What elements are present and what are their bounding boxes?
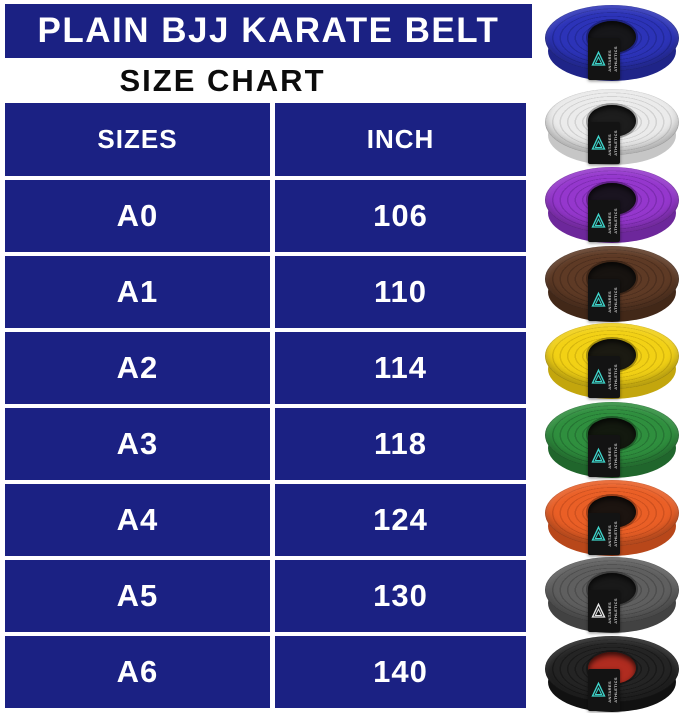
brand-label-strap: ANTARES ATHLETICS bbox=[588, 200, 620, 242]
brand-label-text: ANTARES ATHLETICS bbox=[607, 364, 618, 390]
brand-label-strap: ANTARES ATHLETICS bbox=[588, 122, 620, 164]
inch-cell-a1: 110 bbox=[275, 256, 526, 328]
brand-name-line2: ATHLETICS bbox=[612, 208, 618, 234]
brand-name-line1: ANTARES bbox=[606, 602, 612, 624]
brand-triangle-logo bbox=[590, 50, 606, 66]
size-cell-a1: A1 bbox=[5, 256, 270, 328]
belt-stack: ANTARES ATHLETICS ANTARES ATHLETICS ANTARE… bbox=[545, 0, 679, 713]
brand-name-line2: ATHLETICS bbox=[612, 287, 618, 313]
brand-triangle-logo bbox=[590, 212, 606, 228]
brand-name-line2: ATHLETICS bbox=[612, 677, 618, 703]
brand-triangle-logo bbox=[590, 368, 606, 384]
page-title: PLAIN BJJ KARATE BELT bbox=[37, 11, 500, 50]
brand-name-line2: ATHLETICS bbox=[612, 598, 618, 624]
brand-name-line1: ANTARES bbox=[606, 134, 612, 156]
inch-cell-a5: 130 bbox=[275, 560, 526, 632]
size-chart-table: SIZES INCH A0 106 A1 110 A2 114 A3 118 A… bbox=[5, 103, 526, 708]
brand-label-text: ANTARES ATHLETICS bbox=[607, 130, 618, 156]
brand-label-text: ANTARES ATHLETICS bbox=[607, 521, 618, 547]
inch-cell-a3: 118 bbox=[275, 408, 526, 480]
size-cell-a4: A4 bbox=[5, 484, 270, 556]
blue-belt-roll: ANTARES ATHLETICS bbox=[545, 5, 679, 81]
yellow-belt-roll: ANTARES ATHLETICS bbox=[545, 323, 679, 399]
brand-label-text: ANTARES ATHLETICS bbox=[607, 677, 618, 703]
brand-name-line2: ATHLETICS bbox=[612, 364, 618, 390]
size-cell-a3: A3 bbox=[5, 408, 270, 480]
brand-name-line1: ANTARES bbox=[606, 681, 612, 703]
purple-belt-roll: ANTARES ATHLETICS bbox=[545, 167, 679, 243]
white-belt-roll: ANTARES ATHLETICS bbox=[545, 89, 679, 165]
brand-label-strap: ANTARES ATHLETICS bbox=[588, 38, 620, 80]
brand-triangle-logo bbox=[590, 602, 606, 618]
brand-label-strap: ANTARES ATHLETICS bbox=[588, 435, 620, 477]
brown-belt-roll: ANTARES ATHLETICS bbox=[545, 246, 679, 322]
brand-label-strap: ANTARES ATHLETICS bbox=[588, 590, 620, 632]
size-cell-a6: A6 bbox=[5, 636, 270, 708]
column-header-inch: INCH bbox=[275, 103, 526, 176]
brand-label-strap: ANTARES ATHLETICS bbox=[588, 669, 620, 711]
gray-belt-roll: ANTARES ATHLETICS bbox=[545, 557, 679, 633]
brand-triangle-logo bbox=[590, 681, 606, 697]
column-header-sizes: SIZES bbox=[5, 103, 270, 176]
brand-name-line1: ANTARES bbox=[606, 291, 612, 313]
brand-name-line2: ATHLETICS bbox=[612, 130, 618, 156]
brand-name-line2: ATHLETICS bbox=[612, 46, 618, 72]
brand-label-text: ANTARES ATHLETICS bbox=[607, 443, 618, 469]
brand-triangle-logo bbox=[590, 525, 606, 541]
brand-label-strap: ANTARES ATHLETICS bbox=[588, 513, 620, 555]
inch-cell-a6: 140 bbox=[275, 636, 526, 708]
brand-name-line1: ANTARES bbox=[606, 212, 612, 234]
brand-label-strap: ANTARES ATHLETICS bbox=[588, 279, 620, 321]
size-cell-a0: A0 bbox=[5, 180, 270, 252]
black-belt-roll: ANTARES ATHLETICS bbox=[545, 636, 679, 712]
brand-triangle-logo bbox=[590, 134, 606, 150]
inch-cell-a0: 106 bbox=[275, 180, 526, 252]
brand-name-line1: ANTARES bbox=[606, 525, 612, 547]
size-cell-a2: A2 bbox=[5, 332, 270, 404]
size-cell-a5: A5 bbox=[5, 560, 270, 632]
brand-label-text: ANTARES ATHLETICS bbox=[607, 46, 618, 72]
brand-name-line2: ATHLETICS bbox=[612, 443, 618, 469]
brand-name-line1: ANTARES bbox=[606, 447, 612, 469]
brand-name-line2: ATHLETICS bbox=[612, 521, 618, 547]
brand-label-text: ANTARES ATHLETICS bbox=[607, 598, 618, 624]
brand-triangle-logo bbox=[590, 291, 606, 307]
brand-label-strap: ANTARES ATHLETICS bbox=[588, 356, 620, 398]
brand-name-line1: ANTARES bbox=[606, 368, 612, 390]
inch-cell-a4: 124 bbox=[275, 484, 526, 556]
green-belt-roll: ANTARES ATHLETICS bbox=[545, 402, 679, 478]
brand-name-line1: ANTARES bbox=[606, 50, 612, 72]
brand-label-text: ANTARES ATHLETICS bbox=[607, 208, 618, 234]
orange-belt-roll: ANTARES ATHLETICS bbox=[545, 480, 679, 556]
brand-triangle-logo bbox=[590, 447, 606, 463]
inch-cell-a2: 114 bbox=[275, 332, 526, 404]
brand-label-text: ANTARES ATHLETICS bbox=[607, 287, 618, 313]
size-chart-subtitle: SIZE CHART bbox=[119, 63, 326, 98]
title-bar: PLAIN BJJ KARATE BELT bbox=[5, 4, 532, 58]
